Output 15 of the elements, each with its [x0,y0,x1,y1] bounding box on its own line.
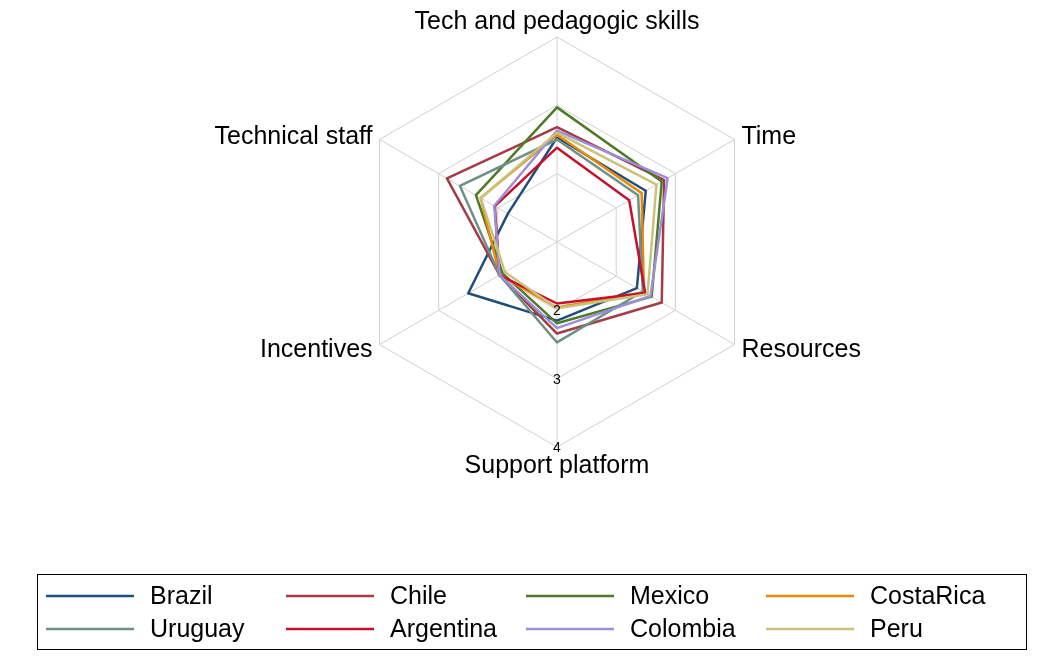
y-tick-label: 2 [553,302,562,319]
legend-label: Colombia [630,614,736,643]
spoke-label: Time [741,121,797,150]
legend-label: Argentina [390,614,498,643]
spoke-label: Technical staff [214,121,373,150]
legend-label: Peru [870,614,923,643]
legend-label: Uruguay [150,614,245,643]
legend-label: Brazil [150,581,213,610]
y-tick-label: 3 [553,370,562,387]
spoke-label: Tech and pedagogic skills [414,6,700,34]
legend-label: Chile [390,581,447,610]
spoke-label: Resources [741,334,861,363]
spoke-label: Incentives [259,334,373,363]
legend-label: Mexico [630,581,710,610]
legend-label: CostaRica [870,581,986,610]
